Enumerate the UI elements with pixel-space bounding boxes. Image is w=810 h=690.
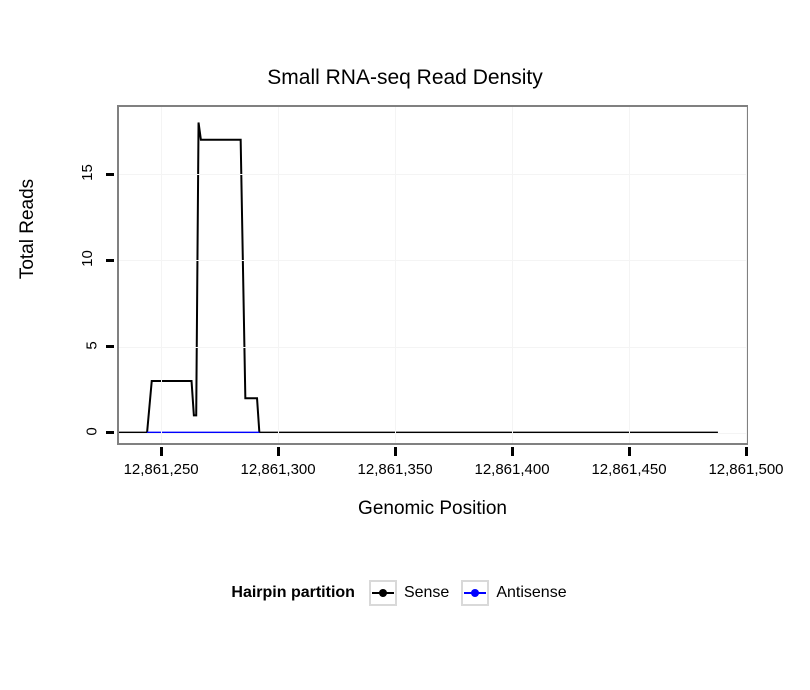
- x-tick-label: 12,861,350: [357, 461, 433, 478]
- plot-area: [119, 107, 747, 443]
- gridline-vertical: [746, 107, 747, 443]
- x-tick-mark: [627, 447, 631, 456]
- x-tick-mark: [744, 447, 748, 456]
- x-tick-label: 12,861,250: [123, 461, 199, 478]
- y-tick-mark: [106, 172, 114, 176]
- legend-item-antisense[interactable]: Antisense: [461, 580, 567, 606]
- y-tick-label: 15: [0, 164, 96, 181]
- gridline-vertical: [629, 107, 630, 443]
- legend-label-antisense: Antisense: [496, 584, 567, 601]
- legend-key-dot: [378, 589, 387, 597]
- y-tick-label-text: 10: [79, 250, 97, 268]
- gridline-vertical: [395, 107, 396, 443]
- legend-key-antisense-icon: [461, 580, 490, 606]
- y-axis-title: Total Reads: [17, 178, 38, 280]
- gridline-horizontal: [119, 260, 746, 261]
- x-tick-label: 12,861,500: [708, 461, 784, 478]
- plot-panel: [117, 105, 748, 445]
- chart-legend: Hairpin partition Sense Antisense: [0, 580, 810, 606]
- y-tick-label: 10: [0, 250, 97, 268]
- y-tick-label-text: 0: [83, 426, 101, 436]
- legend-key-sense-icon: [368, 580, 397, 606]
- data-series-layer: [119, 122, 718, 434]
- x-axis-title: Genomic Position: [358, 498, 507, 519]
- y-tick-label: 0: [0, 423, 100, 440]
- gridline-vertical: [512, 107, 513, 443]
- y-tick-mark: [106, 345, 114, 348]
- y-tick-label-text: 15: [79, 164, 97, 182]
- x-tick-mark: [276, 447, 280, 456]
- gridline-vertical: [278, 107, 279, 443]
- y-tick-label: 5: [0, 337, 100, 354]
- y-tick-mark: [106, 431, 114, 435]
- legend-item-sense[interactable]: Sense: [368, 580, 450, 606]
- y-tick-label-text: 5: [83, 340, 101, 350]
- chart-title: Small RNA-seq Read Density: [267, 66, 543, 89]
- legend-title: Hairpin partition: [231, 584, 355, 601]
- gridline-horizontal: [119, 174, 746, 175]
- gridline-vertical: [161, 107, 162, 443]
- x-tick-label: 12,861,450: [591, 461, 667, 478]
- x-tick-mark: [159, 447, 163, 456]
- gridline-horizontal: [119, 347, 746, 348]
- y-tick-mark: [106, 258, 114, 262]
- x-tick-mark: [393, 447, 397, 456]
- legend-label-sense: Sense: [403, 584, 450, 601]
- x-tick-label: 12,861,400: [474, 461, 550, 478]
- legend-key-dot: [471, 589, 480, 597]
- series-line-sense: [119, 122, 718, 434]
- x-tick-mark: [510, 447, 514, 456]
- gridline-horizontal: [119, 433, 746, 434]
- x-tick-label: 12,861,300: [240, 461, 316, 478]
